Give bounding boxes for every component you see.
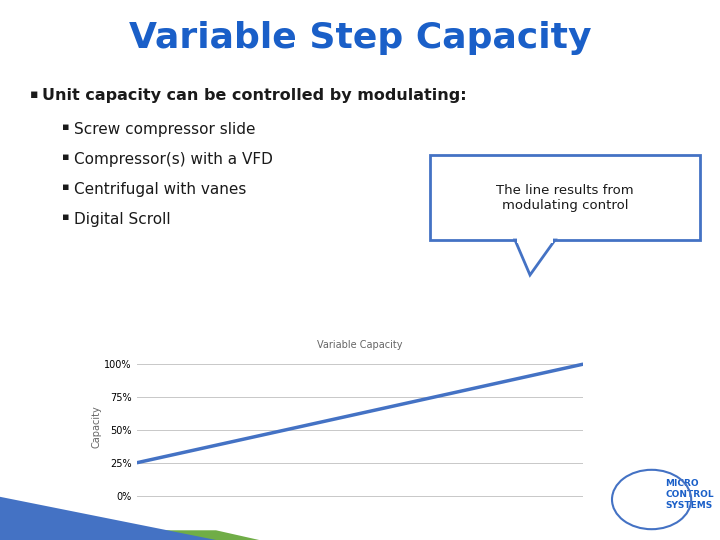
Bar: [517, 238, 553, 243]
Text: ▪: ▪: [30, 88, 38, 101]
Y-axis label: Capacity: Capacity: [91, 405, 102, 448]
Text: ▪: ▪: [62, 212, 70, 222]
Text: Unit capacity can be controlled by modulating:: Unit capacity can be controlled by modul…: [42, 88, 467, 103]
Text: Digital Scroll: Digital Scroll: [74, 212, 171, 227]
Polygon shape: [515, 240, 555, 275]
Text: Centrifugal with vanes: Centrifugal with vanes: [74, 182, 246, 197]
Text: Compressor(s) with a VFD: Compressor(s) with a VFD: [74, 152, 273, 167]
FancyBboxPatch shape: [430, 155, 700, 240]
Text: ▪: ▪: [62, 122, 70, 132]
Text: ▪: ▪: [62, 182, 70, 192]
Text: ▪: ▪: [62, 152, 70, 162]
Text: MICRO
CONTROL
SYSTEMS: MICRO CONTROL SYSTEMS: [665, 479, 714, 510]
Text: Variable Step Capacity: Variable Step Capacity: [129, 21, 591, 55]
Text: Screw compressor slide: Screw compressor slide: [74, 122, 256, 137]
Text: The line results from
modulating control: The line results from modulating control: [496, 184, 634, 212]
Title: Variable Capacity: Variable Capacity: [318, 340, 402, 350]
